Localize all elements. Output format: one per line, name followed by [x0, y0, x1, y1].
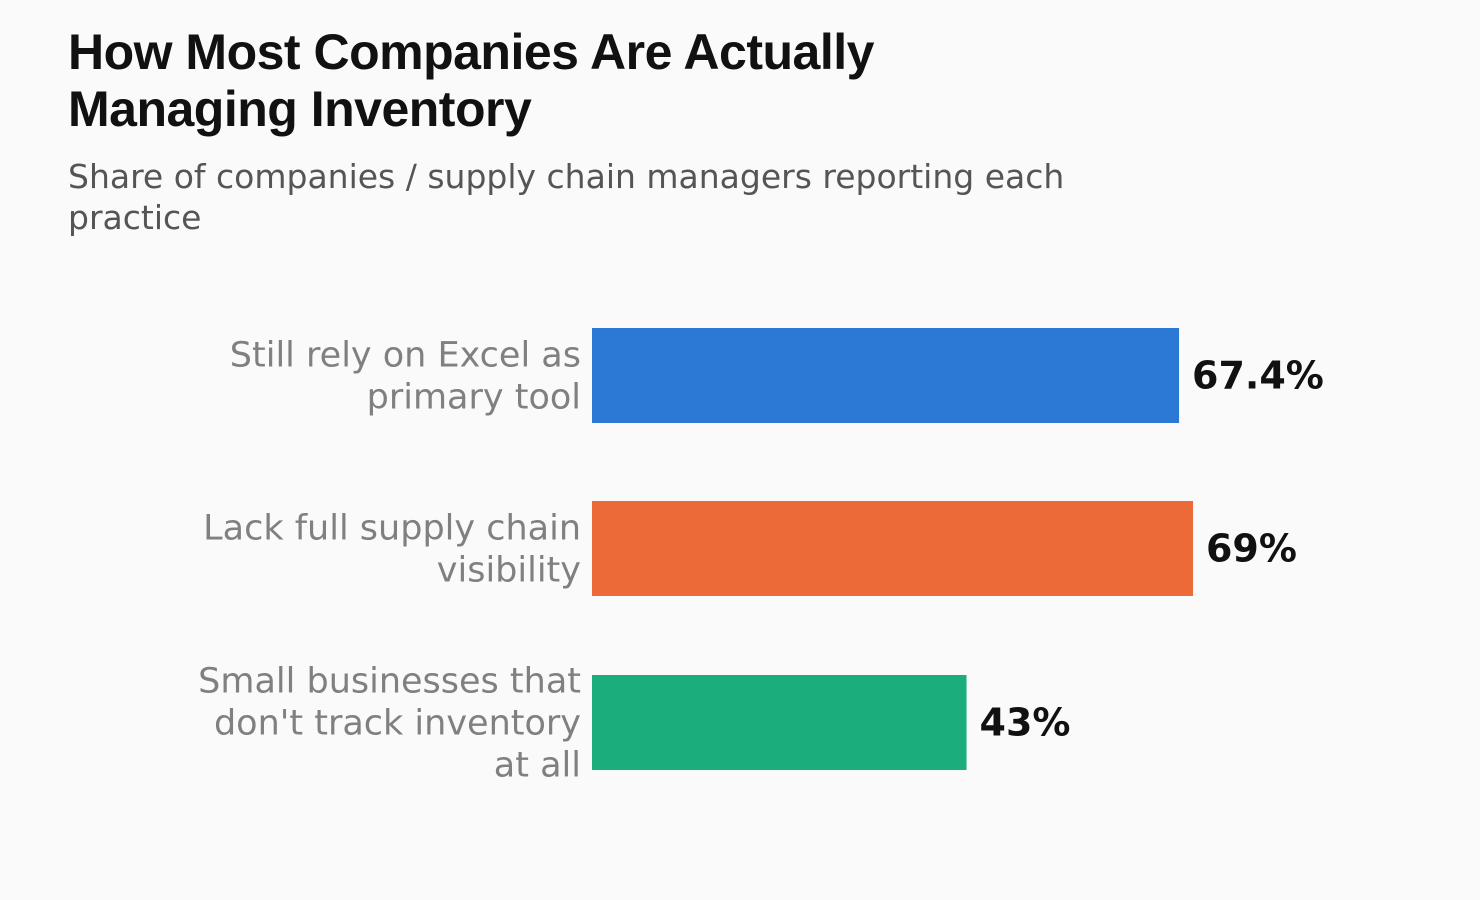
- category-label-line: Small businesses that: [198, 662, 581, 702]
- bar-value-label-2: 69%: [1206, 527, 1297, 571]
- bar-value-label-3: 43%: [980, 701, 1071, 745]
- category-label-line: don't track inventory: [214, 704, 581, 744]
- category-label-3: Small businesses that don't track invento…: [198, 662, 581, 786]
- bar-1: [592, 328, 1180, 423]
- bar-value-label-1: 67.4%: [1192, 354, 1324, 398]
- category-label-1: Still rely on Excel as primary tool: [230, 336, 581, 418]
- category-label-2: Lack full supply chain visibility: [203, 509, 581, 591]
- category-label-line: Lack full supply chain: [203, 509, 581, 549]
- bar-3: [592, 675, 967, 770]
- category-label-line: visibility: [437, 551, 581, 591]
- chart-subtitle: Share of companies / supply chain manage…: [68, 157, 1065, 237]
- bar-2: [592, 501, 1193, 596]
- chart-title: How Most Companies Are Actually Managing…: [68, 24, 874, 137]
- category-label-line: at all: [494, 746, 581, 786]
- category-label-line: primary tool: [367, 378, 581, 418]
- category-label-line: Still rely on Excel as: [230, 336, 581, 376]
